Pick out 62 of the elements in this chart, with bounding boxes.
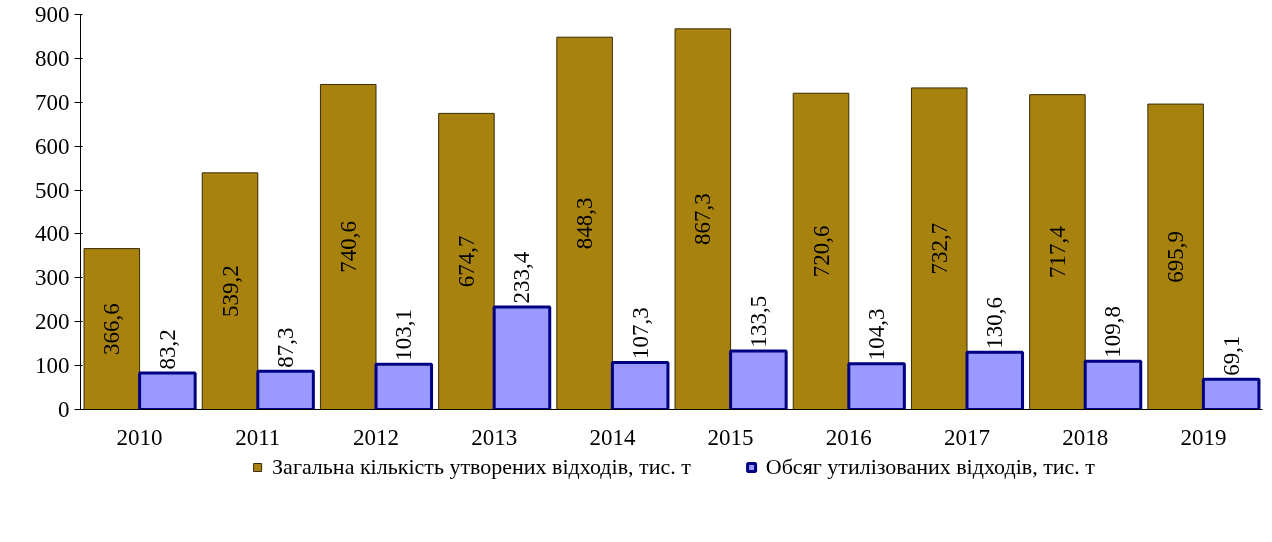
data-label: 109,8 [1100,306,1126,358]
x-tick-label: 2017 [944,424,990,450]
legend-label: Загальна кількість утворених відходів, тис. т [272,454,691,480]
legend-label: Обсяг утилізованих відходів, тис. т [765,454,1095,480]
bar [1201,377,1261,410]
bar [138,371,197,410]
data-label: 133,5 [745,295,771,348]
bar [83,248,141,410]
bar [1083,359,1143,410]
data-label: 104,3 [864,308,890,361]
bar [910,87,968,410]
data-label: 107,3 [627,307,653,359]
x-tick-label: 2012 [353,424,399,450]
x-tick-label: 2019 [1180,424,1227,450]
x-tick-label: 2014 [589,424,636,450]
y-tick-label: 300 [35,265,70,291]
bar [1029,94,1086,410]
bar [319,83,377,410]
data-label: 674,7 [453,235,479,288]
bar [792,92,850,410]
y-tick-label: 500 [35,177,70,203]
data-label: 720,6 [808,225,834,278]
x-tick-label: 2010 [116,424,163,450]
bar [201,172,259,410]
data-label: 848,3 [572,197,598,250]
data-label: 867,3 [690,193,716,246]
data-label: 103,1 [391,308,417,361]
x-tick-label: 2016 [825,424,872,450]
x-tick-label: 2011 [235,424,281,450]
bar [374,362,434,410]
data-label: 87,3 [273,327,299,368]
data-label: 539,2 [217,265,243,318]
y-tick-label: 800 [35,45,70,71]
y-tick-label: 100 [35,353,70,379]
data-label: 130,6 [982,296,1008,349]
data-label: 366,6 [99,303,125,355]
bar [256,369,315,410]
bar [965,350,1025,410]
bar [610,360,670,410]
y-tick-label: 900 [35,2,70,27]
y-tick-label: 700 [35,89,70,115]
bar [438,112,495,410]
data-label: 740,6 [335,221,361,273]
data-label: 695,9 [1163,230,1189,283]
data-label: 83,2 [154,329,180,370]
data-label: 717,4 [1044,225,1070,278]
data-label: 69,1 [1218,335,1244,376]
x-tick-label: 2013 [471,424,518,450]
bar [674,28,732,410]
bar [847,362,906,410]
bar [729,349,788,410]
data-label: 233,4 [509,251,535,304]
y-tick-label: 400 [35,221,70,247]
x-tick-label: 2015 [707,424,754,450]
bar [1147,103,1204,410]
y-tick-label: 200 [35,309,70,335]
y-tick-label: 600 [35,133,70,159]
bar [556,36,613,410]
x-tick-label: 2018 [1062,424,1109,450]
bar [492,305,552,410]
data-label: 732,7 [926,222,952,275]
y-tick-label: 0 [58,397,70,422]
